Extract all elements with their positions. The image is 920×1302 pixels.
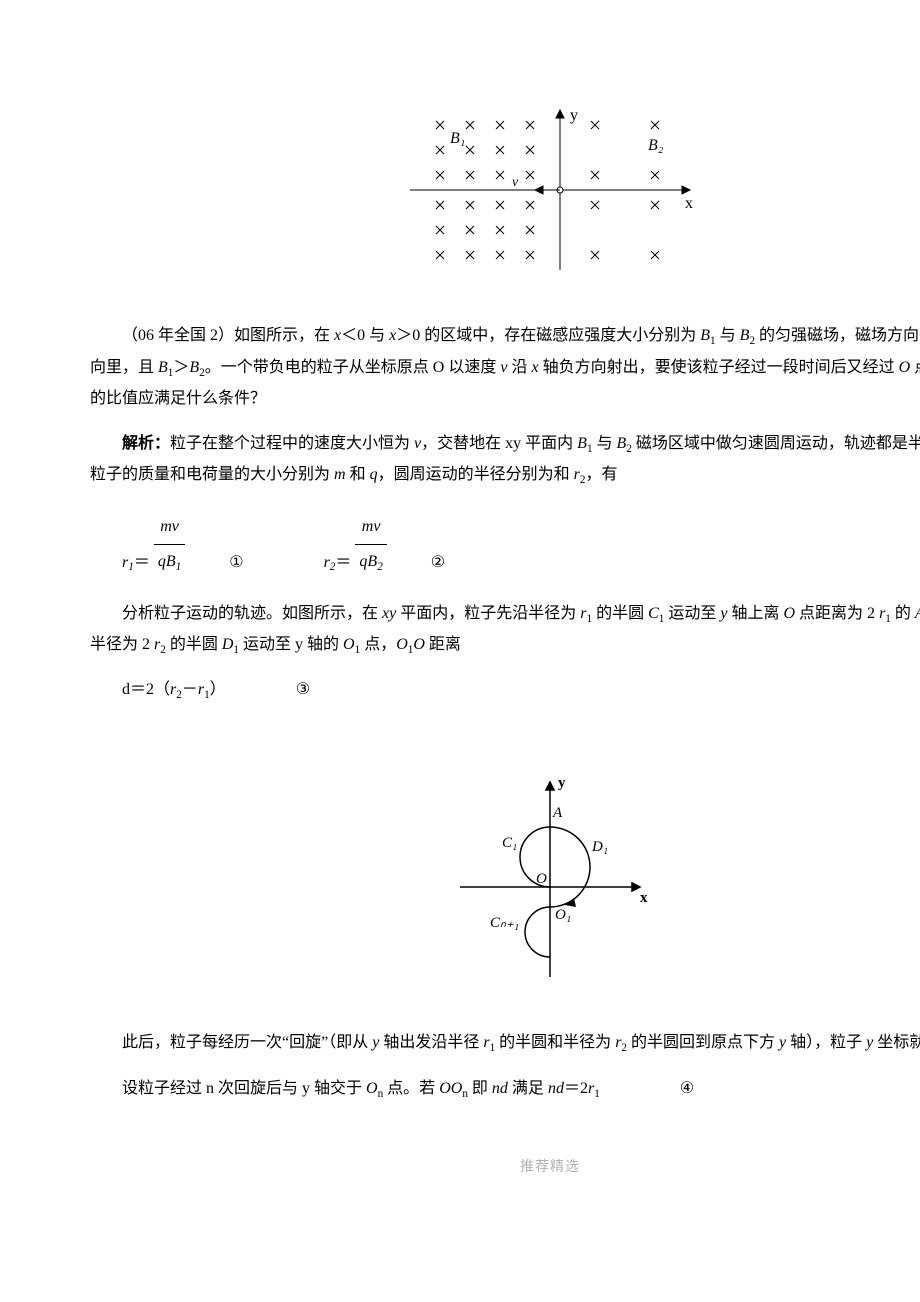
svg-text:O₁: O₁ bbox=[555, 907, 571, 923]
svg-text:O: O bbox=[536, 871, 547, 887]
eq-tag-2: ② bbox=[431, 548, 445, 578]
figure-1-svg: y x B₁ B₂ v bbox=[400, 100, 700, 280]
solution-label: 解析： bbox=[122, 435, 170, 452]
fig1-x-label: x bbox=[685, 195, 693, 212]
solution-paragraph-1: 解析：粒子在整个过程中的速度大小恒为 v，交替地在 xy 平面内 B1 与 B2… bbox=[90, 429, 920, 492]
svg-text:x: x bbox=[640, 890, 648, 906]
solution-paragraph-4: 设粒子经过 n 次回旋后与 y 轴交于 On 点。若 OOn 即 nd 满足 n… bbox=[90, 1074, 920, 1105]
eq-tag-4: ④ bbox=[648, 1074, 694, 1104]
fig1-y-label: y bbox=[570, 107, 578, 124]
eq-tag-3: ③ bbox=[264, 675, 310, 705]
figure-2: y x A C₁ D₁ O O₁ Cₙ₊₁ bbox=[90, 767, 920, 998]
page-footer: 推荐精选 bbox=[90, 1155, 920, 1182]
fig1-v-label: v bbox=[512, 175, 519, 190]
svg-text:y: y bbox=[558, 775, 566, 791]
problem-source: （06 年全国 2）如图所示，在 bbox=[122, 327, 334, 344]
svg-text:Cₙ₊₁: Cₙ₊₁ bbox=[490, 915, 519, 931]
equation-1-2: r1＝ mv qB1 ① r2＝ mv qB2 ② bbox=[122, 512, 920, 579]
figure-1: y x B₁ B₂ v bbox=[90, 100, 920, 291]
svg-text:D₁: D₁ bbox=[591, 839, 608, 855]
problem-paragraph: （06 年全国 2）如图所示，在 x＜0 与 x＞0 的区域中，存在磁感应强度大… bbox=[90, 321, 920, 414]
fig1-b2-label: B₂ bbox=[648, 137, 664, 154]
solution-paragraph-2: 分析粒子运动的轨迹。如图所示，在 xy 平面内，粒子先沿半径为 r1 的半圆 C… bbox=[90, 599, 920, 662]
equation-3: d＝2（r2－r1） ③ bbox=[90, 675, 920, 706]
fig1-b1-label: B₁ bbox=[450, 130, 465, 147]
svg-text:A: A bbox=[552, 805, 563, 821]
figure-2-svg: y x A C₁ D₁ O O₁ Cₙ₊₁ bbox=[440, 767, 660, 987]
eq-tag-1: ① bbox=[229, 548, 243, 578]
svg-text:C₁: C₁ bbox=[502, 835, 517, 851]
solution-paragraph-3: 此后，粒子每经历一次“回旋”（即从 y 轴出发沿半径 r1 的半圆和半径为 r2… bbox=[90, 1028, 920, 1059]
